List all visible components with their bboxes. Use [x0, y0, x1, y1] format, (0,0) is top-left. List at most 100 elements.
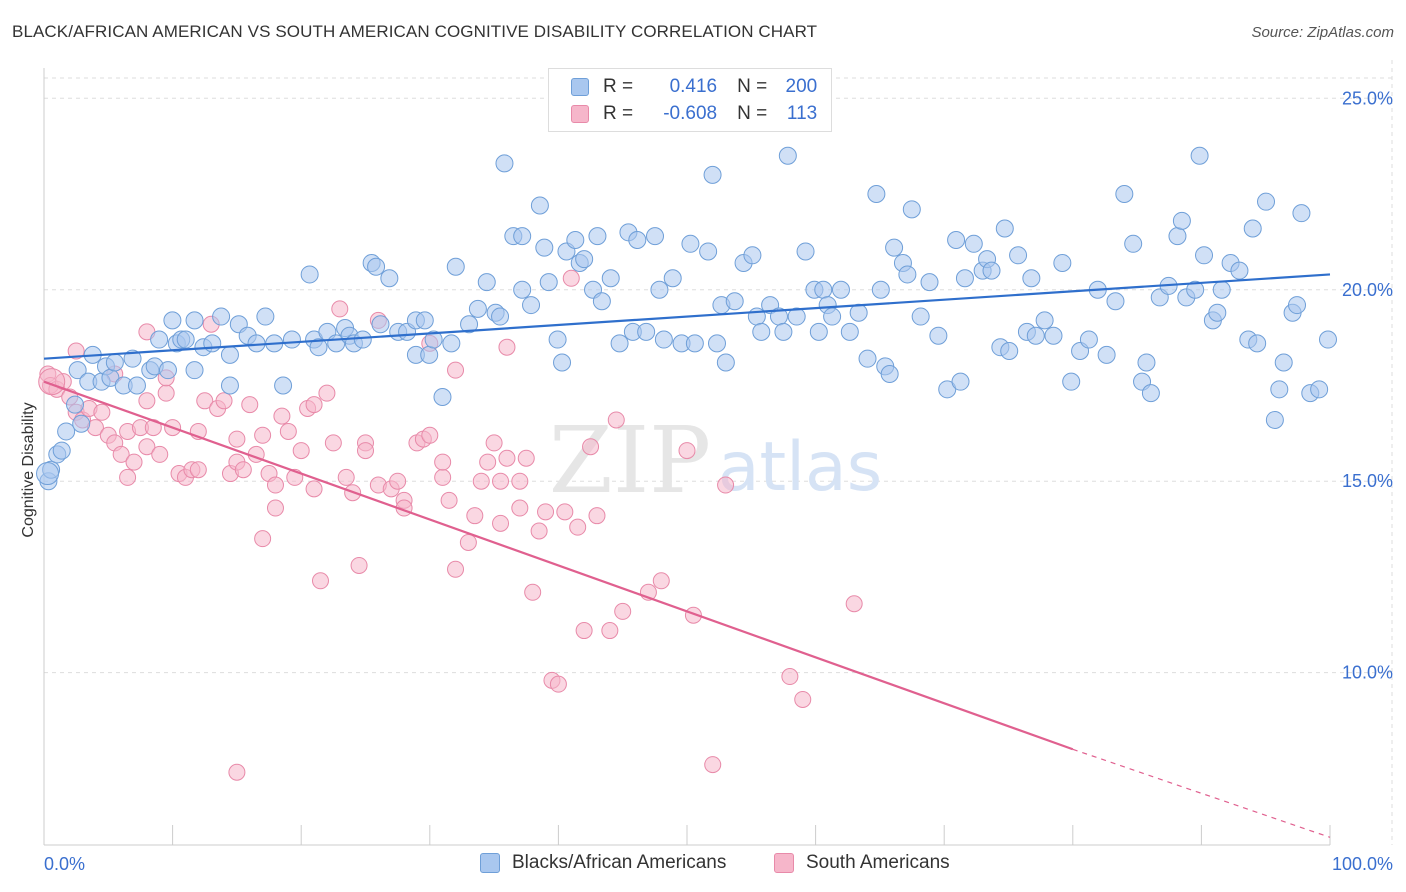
data-point-blacks — [220, 376, 239, 395]
data-point-blacks — [446, 257, 465, 276]
data-point-south-americans — [472, 472, 490, 490]
data-point-blacks — [716, 353, 735, 372]
data-point-blacks — [203, 334, 222, 353]
data-point-blacks — [920, 273, 939, 292]
data-point-south-americans — [234, 461, 252, 479]
data-point-blacks — [309, 338, 328, 357]
series-legend: Blacks/African Americans South Americans — [0, 852, 1406, 878]
legend-label-blacks: Blacks/African Americans — [512, 852, 727, 873]
data-point-south-americans — [485, 434, 503, 452]
data-point-blacks — [477, 273, 496, 292]
data-point-blacks — [858, 349, 877, 368]
data-point-south-americans — [241, 396, 259, 414]
data-point-blacks — [1062, 372, 1081, 391]
data-point-blacks — [176, 330, 195, 349]
data-point-blacks — [575, 250, 594, 269]
data-point-south-americans — [273, 407, 291, 425]
data-point-south-americans — [530, 522, 548, 540]
data-point-blacks — [539, 273, 558, 292]
blue-swatch-icon — [571, 78, 589, 96]
data-point-south-americans — [434, 468, 452, 486]
data-point-south-americans — [38, 368, 66, 396]
x-tick-label: 100.0% — [1332, 854, 1393, 874]
data-point-blacks — [995, 219, 1014, 238]
data-point-south-americans — [517, 449, 535, 467]
data-point-blacks — [610, 334, 629, 353]
data-point-south-americans — [389, 472, 407, 490]
chart-title: BLACK/AFRICAN AMERICAN VS SOUTH AMERICAN… — [12, 22, 818, 41]
data-point-south-americans — [337, 468, 355, 486]
data-point-blacks — [681, 234, 700, 253]
data-point-south-americans — [704, 756, 722, 774]
data-point-blacks — [1195, 246, 1214, 265]
data-point-blacks — [592, 292, 611, 311]
data-point-south-americans — [562, 269, 580, 287]
data-point-south-americans — [717, 476, 735, 494]
data-point-south-americans — [266, 476, 284, 494]
data-point-blacks — [1115, 185, 1134, 204]
data-point-blacks — [1168, 227, 1187, 246]
r-value: 0.416 — [669, 76, 718, 97]
data-point-south-americans — [524, 583, 542, 601]
data-point-south-americans — [151, 445, 169, 463]
legend-item-south-americans: South Americans — [774, 852, 950, 874]
legend-item-blacks: Blacks/African Americans — [480, 852, 726, 874]
data-point-blacks — [535, 238, 554, 257]
data-point-blacks — [1137, 353, 1156, 372]
data-point-blacks — [1288, 296, 1307, 315]
data-point-south-americans — [479, 453, 497, 471]
data-point-south-americans — [254, 426, 272, 444]
data-point-blacks — [911, 307, 930, 326]
y-axis-label: Cognitive Disability — [20, 402, 37, 538]
data-point-south-americans — [254, 530, 272, 548]
data-point-blacks — [703, 165, 722, 184]
data-point-south-americans — [569, 518, 587, 536]
correlation-legend: R = 0.416 N = 200 R = -0.608 N = 113 — [548, 68, 832, 132]
data-point-blacks — [1274, 353, 1293, 372]
data-point-south-americans — [311, 572, 329, 590]
data-point-blacks — [415, 311, 434, 330]
data-point-blacks — [902, 200, 921, 219]
data-point-blacks — [778, 146, 797, 165]
data-point-blacks — [707, 334, 726, 353]
data-point-blacks — [938, 380, 957, 399]
data-point-blacks — [637, 322, 656, 341]
data-point-south-americans — [440, 491, 458, 509]
n-label: N = — [737, 76, 768, 97]
data-point-south-americans — [138, 438, 156, 456]
data-point-blacks — [127, 376, 146, 395]
data-point-blacks — [752, 322, 771, 341]
data-point-blacks — [1124, 234, 1143, 253]
n-value: 200 — [785, 76, 818, 97]
data-point-south-americans — [678, 442, 696, 460]
data-point-blacks — [491, 307, 510, 326]
data-point-south-americans — [447, 560, 465, 578]
data-point-south-americans — [492, 514, 510, 532]
x-tick-label: 0.0% — [44, 854, 85, 874]
data-point-blacks — [158, 361, 177, 380]
data-point-blacks — [212, 307, 231, 326]
data-point-blacks — [1172, 211, 1191, 230]
data-point-south-americans — [588, 507, 606, 525]
data-point-south-americans — [350, 556, 368, 574]
data-point-blacks — [1292, 204, 1311, 223]
data-point-south-americans — [549, 675, 567, 693]
data-point-south-americans — [67, 342, 85, 360]
data-point-blacks — [787, 307, 806, 326]
data-point-blacks — [725, 292, 744, 311]
data-point-blacks — [513, 280, 532, 299]
trend-lines — [43, 273, 1331, 838]
data-point-south-americans — [794, 690, 812, 708]
data-point-blacks — [831, 280, 850, 299]
data-point-blacks — [513, 227, 532, 246]
data-point-south-americans — [601, 622, 619, 640]
data-point-blacks — [743, 246, 762, 265]
n-value: 113 — [786, 103, 818, 124]
axes-layer — [43, 68, 1331, 846]
data-point-blacks — [823, 307, 842, 326]
data-point-blacks — [840, 322, 859, 341]
data-point-blacks — [1270, 380, 1289, 399]
data-point-blacks — [52, 441, 71, 460]
blue-swatch-icon — [480, 853, 500, 873]
